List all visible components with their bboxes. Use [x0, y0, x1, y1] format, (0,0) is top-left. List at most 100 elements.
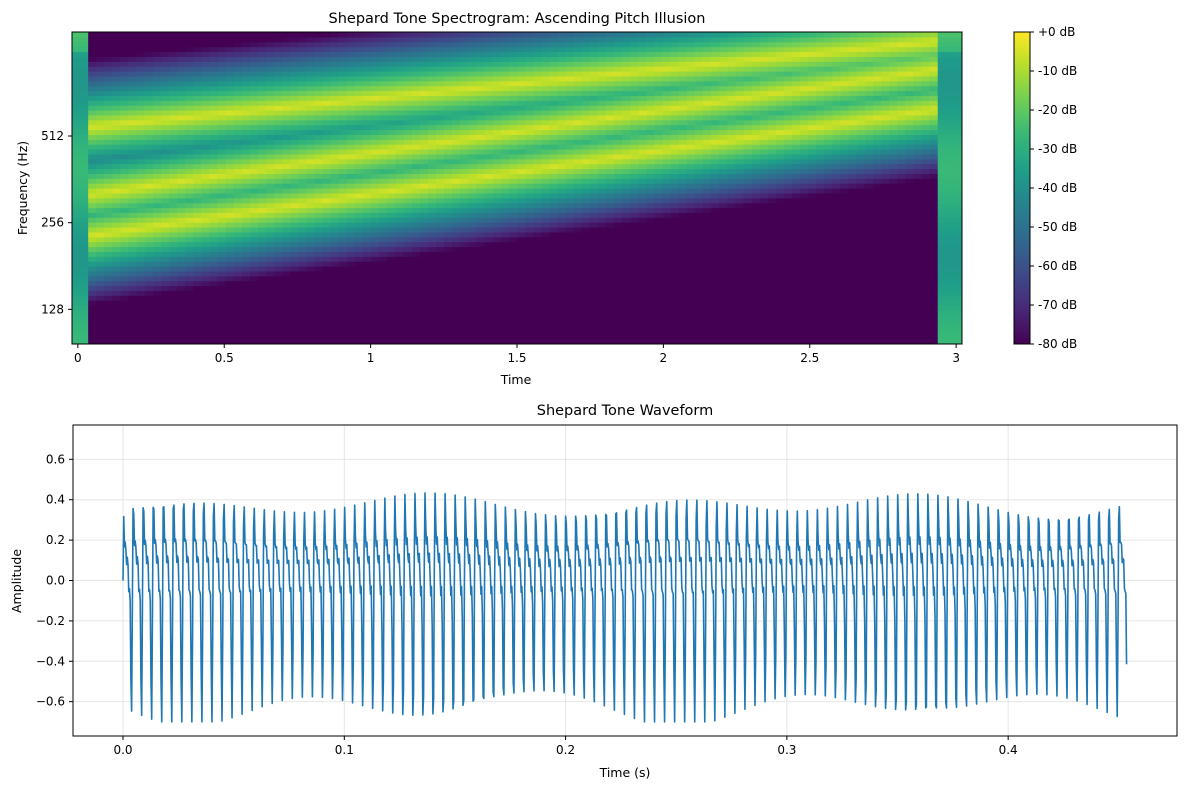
spectrogram-cell [630, 192, 639, 199]
spectrogram-cell [468, 339, 478, 344]
spectrogram-cell [177, 305, 186, 311]
spectrogram-cell [330, 319, 340, 326]
spectrogram-cell [589, 212, 599, 218]
spectrogram-cell [104, 95, 114, 101]
spectrogram-cell [614, 36, 623, 43]
spectrogram-cell [686, 110, 696, 116]
spectrogram-cell [104, 309, 114, 316]
spectrogram-cell [339, 134, 348, 140]
spectrogram-cell [533, 339, 542, 344]
spectrogram-cell [266, 280, 275, 287]
spectrogram-cell [460, 134, 470, 140]
spectrogram-cell [233, 246, 243, 252]
spectrogram-cell [638, 173, 648, 179]
spectrogram-cell [233, 309, 243, 316]
spectrogram-cell [557, 36, 567, 43]
spectrogram-cell [185, 275, 194, 282]
spectrogram-cell [258, 212, 267, 218]
spectrogram-cell [217, 105, 227, 111]
spectrogram-cell [630, 339, 639, 344]
spectrogram-cell [241, 197, 251, 204]
spectrogram-cell [686, 192, 696, 199]
spectrogram-cell [419, 275, 429, 282]
spectrogram-cell [339, 80, 348, 87]
spectrogram-cell [298, 334, 308, 340]
spectrogram-cell [298, 85, 308, 92]
spectrogram-cell [695, 285, 704, 291]
spectrogram-cell [322, 324, 332, 330]
spectrogram-cell [549, 119, 559, 126]
spectrogram-cell [646, 110, 656, 116]
spectrogram-cell [144, 295, 154, 301]
spectrogram-cell [322, 319, 332, 326]
spectrogram-cell [630, 217, 639, 223]
spectrogram-cell [177, 295, 186, 301]
spectrogram-cell [468, 134, 478, 140]
spectrogram-cell [314, 90, 324, 96]
spectrogram-cell [654, 168, 664, 174]
spectrogram-cell [185, 236, 194, 243]
spectrogram-cell [622, 251, 631, 257]
spectrogram-cell [476, 183, 486, 189]
spectrogram-cell [371, 192, 381, 199]
spectrogram-cell [266, 85, 275, 92]
spectrogram-cell [638, 114, 648, 121]
spectrogram-cell [573, 32, 583, 38]
spectrogram-cell [112, 110, 122, 116]
spectrogram-cell [112, 217, 122, 223]
spectrogram-cell [298, 275, 308, 282]
spectrogram-cell [306, 270, 316, 277]
spectrogram-cell [670, 149, 680, 155]
spectrogram-cell [128, 90, 138, 96]
spectrogram-cell [597, 80, 607, 87]
spectrogram-cell [209, 285, 219, 291]
spectrogram-cell [411, 314, 421, 321]
spectrogram-cell [597, 231, 607, 238]
spectrogram-cell [460, 100, 470, 106]
spectrogram-cell [274, 129, 283, 135]
spectrogram-cell [565, 231, 575, 238]
spectrogram-cell [371, 236, 381, 243]
spectrogram-cell [339, 66, 348, 72]
spectrogram-cell [120, 270, 130, 277]
spectrogram-cell [177, 178, 186, 184]
spectrogram-cell [330, 110, 340, 116]
spectrogram-cell [428, 41, 437, 48]
spectrogram-cell [468, 236, 478, 243]
spectrogram-cell [670, 66, 680, 72]
spectrogram-cell [330, 105, 340, 111]
spectrogram-cell [436, 36, 445, 43]
spectrogram-cell [678, 144, 688, 150]
spectrogram-cell [525, 212, 534, 218]
spectrogram-cell [630, 188, 639, 194]
spectrogram-cell [468, 314, 478, 321]
spectrogram-cell [589, 261, 599, 267]
spectrogram-cell [177, 285, 186, 291]
spectrogram-cell [209, 192, 219, 199]
spectrogram-cell [120, 144, 130, 150]
spectrogram-cell [541, 305, 550, 311]
spectrogram-cell [258, 241, 267, 248]
spectrogram-cell [549, 300, 559, 306]
spectrogram-cell [638, 124, 648, 131]
spectrogram-cell [306, 280, 316, 287]
spectrogram-cell [444, 329, 453, 335]
spectrogram-cell [290, 158, 300, 165]
spectrogram-cell [541, 324, 550, 330]
spectrogram-cell [557, 251, 567, 257]
spectrogram-cell [177, 192, 186, 199]
spectrogram-cell [314, 280, 324, 287]
spectrogram-cell [517, 61, 526, 67]
spectrogram-cell [533, 227, 542, 233]
spectrogram-cell [225, 280, 235, 287]
spectrogram-cell [589, 222, 599, 228]
spectrogram-cell [419, 139, 429, 145]
spectrogram-cell [428, 119, 437, 126]
spectrogram-cell [606, 183, 615, 189]
spectrogram-cell [177, 114, 186, 121]
spectrogram-cell [177, 66, 186, 72]
spectrogram-cell [104, 319, 114, 326]
spectrogram-cell [638, 51, 648, 57]
spectrogram-cell [686, 236, 696, 243]
spectrogram-cell [339, 275, 348, 282]
